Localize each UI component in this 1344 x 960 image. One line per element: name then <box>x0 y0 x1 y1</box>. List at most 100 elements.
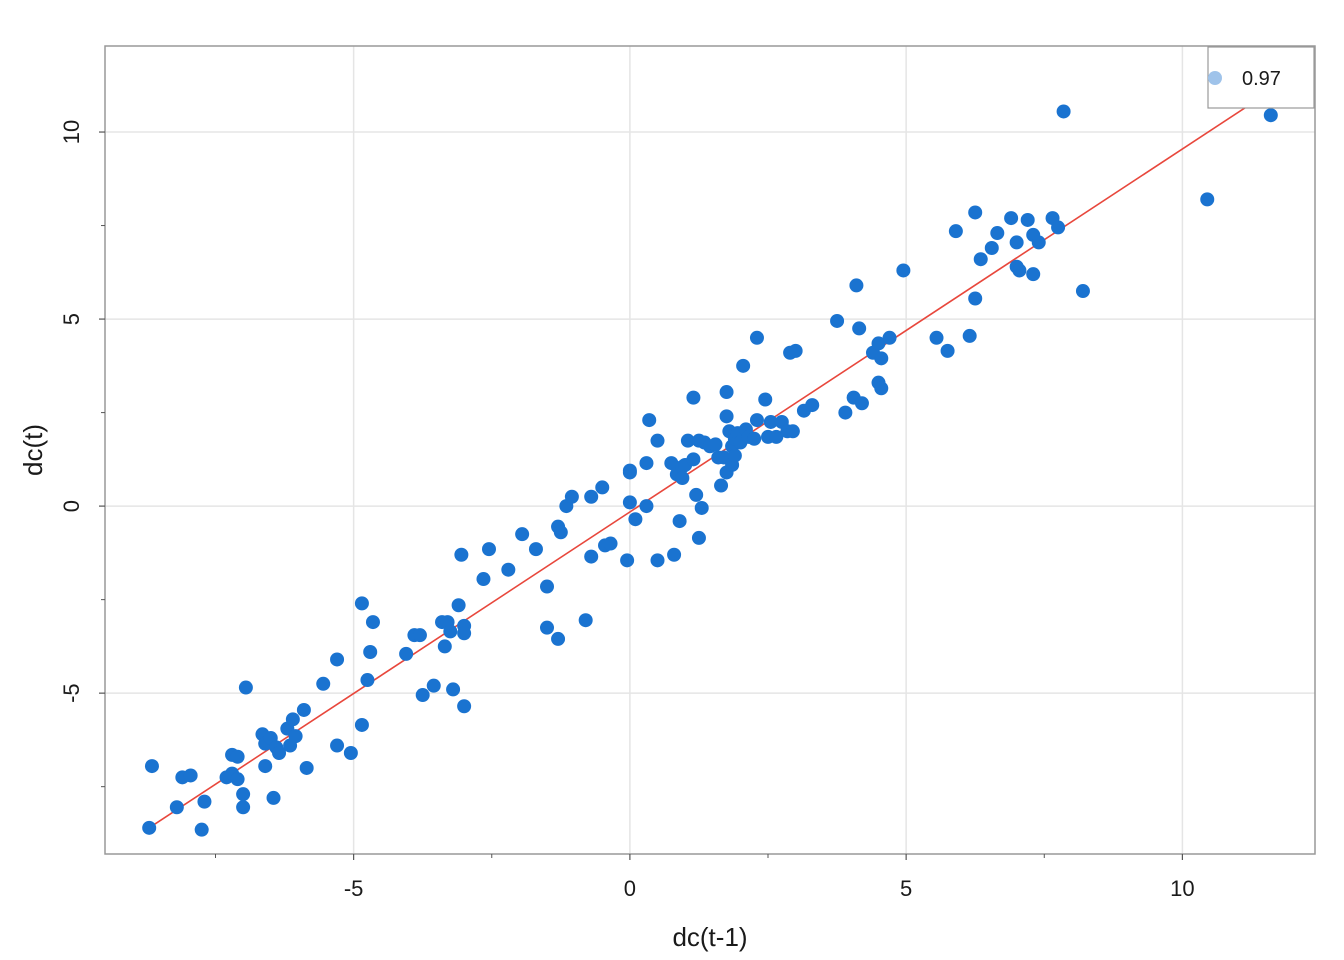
data-point <box>1051 220 1066 235</box>
fit-line <box>148 90 1272 829</box>
data-point <box>691 530 706 545</box>
data-point <box>874 381 889 396</box>
data-point <box>457 626 472 641</box>
data-point <box>584 489 599 504</box>
data-point <box>540 620 555 635</box>
data-point <box>675 471 690 486</box>
data-points <box>142 104 1278 837</box>
data-point <box>354 596 369 611</box>
y-tick-label: 5 <box>59 313 84 325</box>
data-point <box>763 414 778 429</box>
data-point <box>446 682 461 697</box>
data-point <box>330 738 345 753</box>
data-point <box>664 456 679 471</box>
data-point <box>1020 212 1035 227</box>
data-point <box>236 787 251 802</box>
data-point <box>1031 235 1046 250</box>
legend-label: 0.97 <box>1242 68 1281 90</box>
data-point <box>622 495 637 510</box>
data-point <box>169 800 184 815</box>
data-point <box>363 645 378 659</box>
data-point <box>316 676 331 691</box>
data-point <box>584 549 599 564</box>
data-point <box>849 278 864 293</box>
data-point <box>1004 211 1019 226</box>
data-point <box>285 712 300 727</box>
grid-lines <box>105 46 1315 854</box>
data-point <box>1056 104 1071 119</box>
data-point <box>144 759 159 774</box>
y-tick-label: 10 <box>59 120 84 144</box>
data-point <box>639 499 654 514</box>
data-point <box>354 717 369 732</box>
data-point <box>830 313 845 328</box>
data-point <box>142 820 157 835</box>
data-point <box>454 547 469 562</box>
data-point <box>501 562 516 577</box>
data-point <box>365 615 380 630</box>
plot-frame <box>104 45 1316 855</box>
data-point <box>622 465 637 480</box>
legend-marker <box>1208 71 1222 85</box>
data-point <box>564 489 579 504</box>
data-point <box>973 252 988 267</box>
data-point <box>426 678 441 693</box>
data-point <box>230 772 245 787</box>
data-point <box>238 680 253 695</box>
data-point <box>236 800 251 815</box>
x-axis-title: dc(t-1) <box>672 922 747 952</box>
data-point <box>457 699 472 714</box>
data-point <box>719 409 734 424</box>
data-point <box>672 514 687 529</box>
data-point <box>968 205 983 220</box>
data-point <box>769 429 784 444</box>
data-point <box>896 263 911 278</box>
data-point <box>230 749 245 764</box>
data-point <box>412 628 427 643</box>
data-point <box>785 424 800 439</box>
data-point <box>929 330 944 345</box>
data-point <box>650 553 665 568</box>
data-point <box>451 598 466 613</box>
data-point <box>578 613 593 628</box>
data-point <box>854 396 869 411</box>
data-point <box>296 702 311 717</box>
data-point <box>1012 263 1027 278</box>
data-point <box>1200 192 1215 207</box>
data-point <box>628 512 643 527</box>
data-point <box>360 673 375 688</box>
data-point <box>515 527 530 542</box>
data-point <box>667 547 682 562</box>
data-point <box>194 822 209 837</box>
data-point <box>443 624 458 639</box>
x-tick-label: 0 <box>624 876 636 901</box>
data-point <box>595 480 610 495</box>
data-point <box>1263 108 1278 123</box>
data-point <box>476 572 491 587</box>
x-tick-label: 5 <box>900 876 912 901</box>
data-point <box>940 343 955 358</box>
data-point <box>481 542 496 557</box>
data-point <box>788 343 803 358</box>
data-point <box>694 500 709 515</box>
data-point <box>871 336 886 351</box>
data-point <box>415 688 430 703</box>
data-point <box>1009 235 1024 250</box>
data-point <box>299 760 314 775</box>
data-point <box>620 553 635 568</box>
data-point <box>183 768 198 783</box>
data-point <box>603 536 618 551</box>
data-point <box>399 646 414 661</box>
legend-box <box>1207 46 1315 109</box>
data-point <box>749 413 764 428</box>
data-point <box>1075 284 1090 299</box>
data-point <box>686 390 701 405</box>
data-point <box>708 437 723 452</box>
data-point <box>686 452 701 467</box>
y-tick-label: 0 <box>59 500 84 512</box>
data-point <box>288 729 303 744</box>
data-point <box>1026 267 1041 282</box>
data-point <box>714 478 729 493</box>
x-tick-label: -5 <box>344 876 364 901</box>
